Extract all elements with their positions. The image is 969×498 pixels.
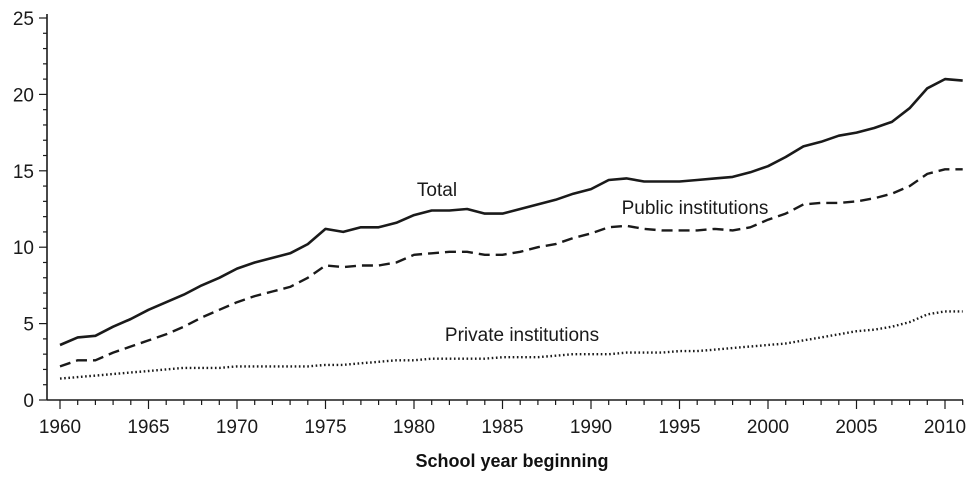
x-tick-label: 1960 xyxy=(39,417,81,438)
x-tick-label: 1990 xyxy=(570,417,612,438)
x-tick-label: 1985 xyxy=(481,417,523,438)
axes xyxy=(46,14,963,401)
x-tick-label: 2005 xyxy=(835,417,877,438)
x-tick-label: 1980 xyxy=(393,417,435,438)
x-tick-label: 1975 xyxy=(304,417,346,438)
y-tick-label: 10 xyxy=(13,238,34,259)
x-axis-title: School year beginning xyxy=(415,451,608,471)
total-line xyxy=(59,77,963,347)
x-tick-label: 2010 xyxy=(924,417,966,438)
x-tick-label: 2000 xyxy=(747,417,789,438)
y-tick-label: 15 xyxy=(13,162,34,183)
series-group xyxy=(59,77,963,380)
y-tick-label: 0 xyxy=(23,391,34,412)
x-tick-label: 1995 xyxy=(658,417,700,438)
series-labels: Total Public institutions Private institut… xyxy=(417,180,768,346)
y-tick-label: 25 xyxy=(13,9,34,30)
x-tick-label: 1965 xyxy=(127,417,169,438)
x-tick-label: 1970 xyxy=(216,417,258,438)
private-institutions-label: Private institutions xyxy=(445,325,599,346)
ticks: 1960 1965 1970 1975 1980 1985 1990 1995 2000 2005… xyxy=(13,9,966,438)
public-institutions-label: Public institutions xyxy=(622,198,769,219)
y-tick-label: 5 xyxy=(23,315,34,336)
total-label: Total xyxy=(417,180,457,201)
y-tick-label: 20 xyxy=(13,85,34,106)
public-institutions-line xyxy=(59,168,963,368)
